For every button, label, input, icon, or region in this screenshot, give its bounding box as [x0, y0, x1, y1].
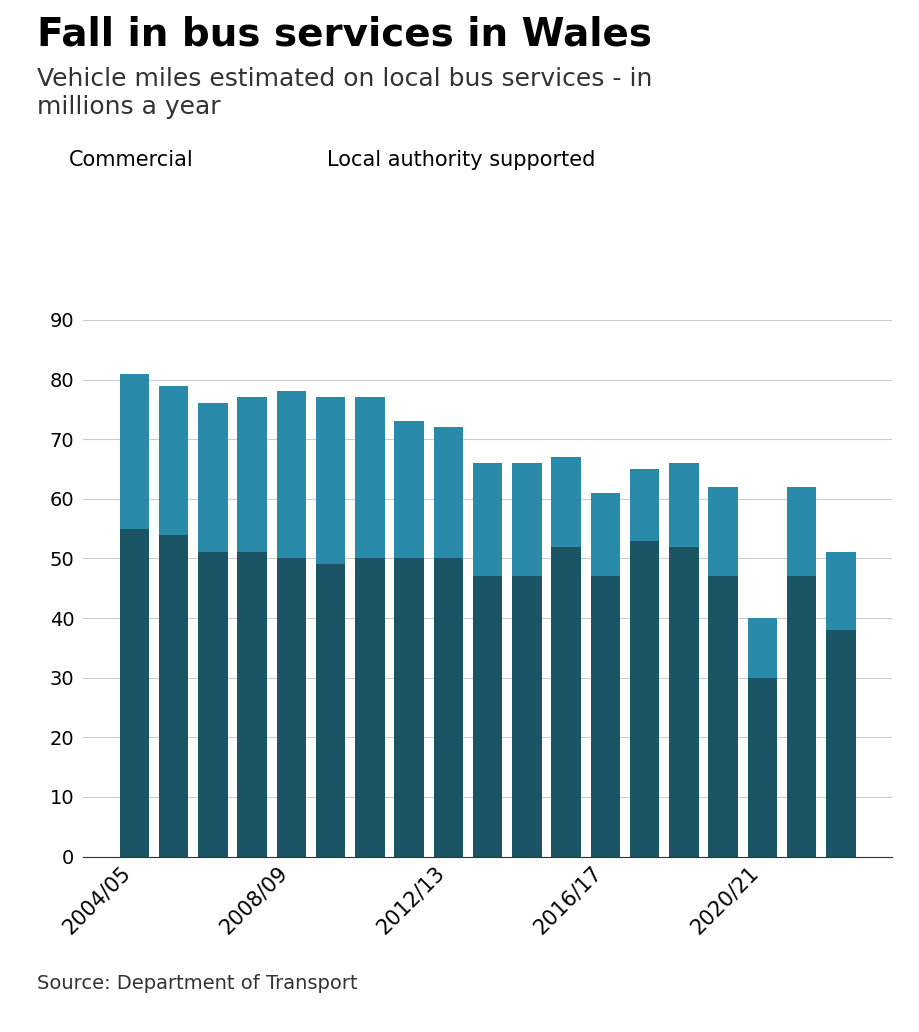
Bar — [708, 487, 737, 576]
Bar — [550, 547, 580, 857]
Bar — [119, 528, 149, 857]
Bar — [590, 493, 619, 576]
Bar — [198, 404, 227, 552]
Bar — [237, 552, 267, 857]
Bar — [512, 463, 541, 576]
Bar — [786, 487, 815, 576]
Text: Fall in bus services in Wales: Fall in bus services in Wales — [37, 15, 651, 54]
Bar — [472, 576, 502, 857]
Bar — [668, 463, 698, 547]
Bar — [590, 576, 619, 857]
Bar — [630, 469, 659, 541]
Bar — [786, 576, 815, 857]
Bar — [355, 397, 384, 558]
Bar — [708, 576, 737, 857]
Text: Commercial: Commercial — [69, 150, 194, 170]
Bar — [550, 457, 580, 547]
Bar — [277, 558, 306, 857]
Text: C: C — [809, 980, 823, 999]
Text: Source: Department of Transport: Source: Department of Transport — [37, 974, 357, 993]
Text: B: B — [698, 980, 712, 999]
Bar — [198, 552, 227, 857]
Bar — [433, 558, 462, 857]
Bar — [237, 397, 267, 552]
Bar — [512, 576, 541, 857]
Bar — [159, 386, 188, 535]
Bar — [747, 678, 777, 857]
Bar — [668, 547, 698, 857]
Bar — [394, 421, 424, 558]
Bar — [315, 397, 345, 565]
Bar — [119, 374, 149, 528]
Bar — [472, 463, 502, 576]
Text: Local authority supported: Local authority supported — [326, 150, 595, 170]
Bar — [825, 630, 855, 857]
Bar — [630, 541, 659, 857]
Text: B: B — [754, 980, 767, 999]
Bar — [277, 391, 306, 558]
Bar — [355, 558, 384, 857]
Bar — [394, 558, 424, 857]
Text: Vehicle miles estimated on local bus services - in
millions a year: Vehicle miles estimated on local bus ser… — [37, 67, 652, 119]
Bar — [747, 618, 777, 678]
Bar — [315, 565, 345, 857]
Bar — [825, 552, 855, 630]
Bar — [433, 427, 462, 558]
Bar — [159, 535, 188, 857]
